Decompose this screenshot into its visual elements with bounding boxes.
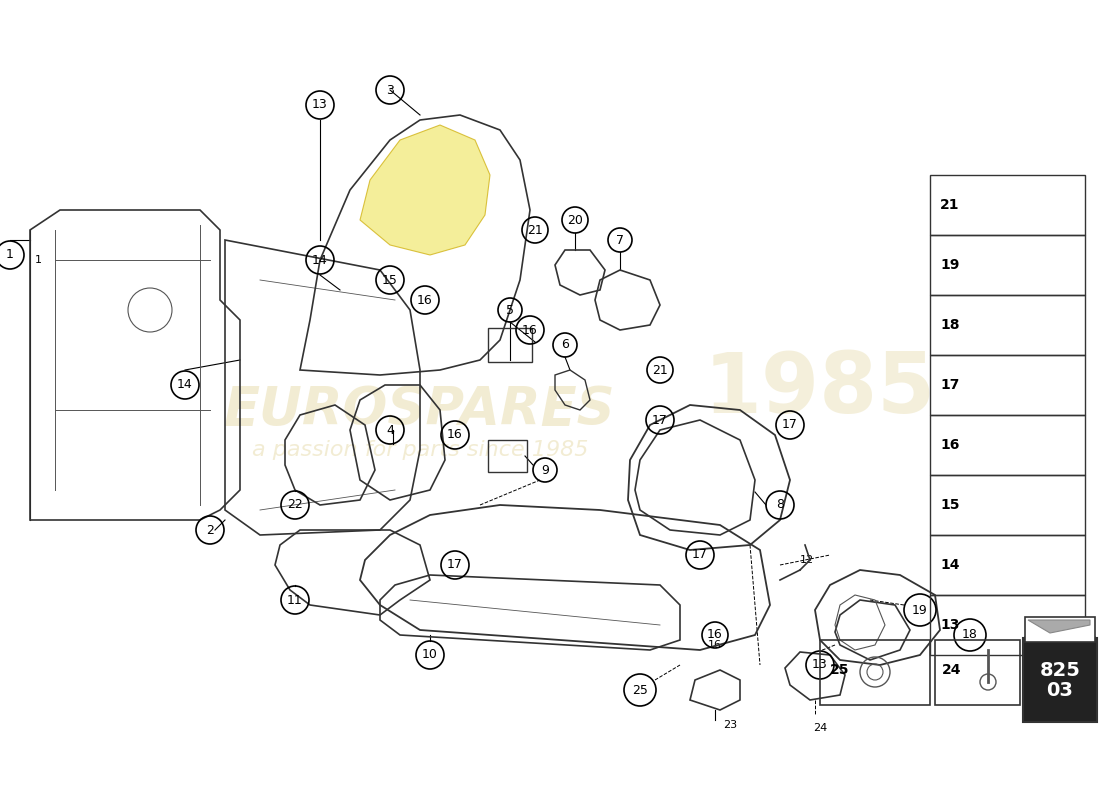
Bar — [935, 640, 1020, 705]
Text: 2: 2 — [206, 523, 213, 537]
Polygon shape — [360, 125, 490, 255]
Text: 3: 3 — [386, 83, 394, 97]
Text: 19: 19 — [940, 258, 959, 272]
Text: 16: 16 — [707, 629, 723, 642]
Text: 7: 7 — [616, 234, 624, 246]
Text: 16: 16 — [417, 294, 433, 306]
FancyBboxPatch shape — [1023, 638, 1097, 722]
Bar — [930, 355, 1085, 415]
Text: 17: 17 — [782, 418, 797, 431]
Bar — [930, 475, 1085, 535]
Text: 19: 19 — [912, 603, 928, 617]
Text: 1: 1 — [7, 249, 14, 262]
Text: 14: 14 — [312, 254, 328, 266]
Bar — [820, 640, 930, 705]
Bar — [1025, 617, 1094, 642]
Text: 23: 23 — [723, 720, 737, 730]
Text: 11: 11 — [287, 594, 303, 606]
Text: 25: 25 — [632, 683, 648, 697]
Bar — [930, 175, 1085, 235]
Text: 17: 17 — [447, 558, 463, 571]
Text: 17: 17 — [692, 549, 708, 562]
Text: 17: 17 — [652, 414, 668, 426]
Text: 15: 15 — [382, 274, 398, 286]
Text: 13: 13 — [940, 618, 959, 632]
Text: 8: 8 — [776, 498, 784, 511]
Text: 03: 03 — [1046, 681, 1074, 699]
Text: 10: 10 — [422, 649, 438, 662]
Text: 16: 16 — [447, 429, 463, 442]
Text: 24: 24 — [813, 723, 827, 733]
Text: 1: 1 — [35, 255, 42, 265]
Text: 14: 14 — [177, 378, 192, 391]
Text: 15: 15 — [940, 498, 959, 512]
Text: 9: 9 — [541, 463, 549, 477]
Text: 6: 6 — [561, 338, 569, 351]
Text: 21: 21 — [527, 223, 543, 237]
Text: 825: 825 — [1040, 661, 1080, 679]
Text: 5: 5 — [506, 303, 514, 317]
Bar — [930, 415, 1085, 475]
Text: 22: 22 — [287, 498, 303, 511]
Text: EUROSPARES: EUROSPARES — [224, 384, 616, 436]
Text: 24: 24 — [942, 663, 961, 677]
Bar — [930, 595, 1085, 655]
Bar — [930, 235, 1085, 295]
Polygon shape — [1025, 622, 1094, 640]
Text: 25: 25 — [830, 663, 849, 677]
Text: 20: 20 — [568, 214, 583, 226]
Polygon shape — [1028, 620, 1090, 633]
Text: 4: 4 — [386, 423, 394, 437]
Text: 16: 16 — [708, 640, 722, 650]
Text: 12: 12 — [800, 555, 814, 565]
Text: 18: 18 — [962, 629, 978, 642]
Text: 16: 16 — [522, 323, 538, 337]
Text: 17: 17 — [940, 378, 959, 392]
Text: 13: 13 — [812, 658, 828, 671]
Bar — [930, 535, 1085, 595]
Text: 21: 21 — [940, 198, 959, 212]
Text: 18: 18 — [940, 318, 959, 332]
Text: 16: 16 — [940, 438, 959, 452]
Text: 14: 14 — [940, 558, 959, 572]
Text: a passion for parts since 1985: a passion for parts since 1985 — [252, 440, 589, 460]
Bar — [930, 295, 1085, 355]
Text: 21: 21 — [652, 363, 668, 377]
Text: 1985: 1985 — [704, 350, 936, 430]
Text: 13: 13 — [312, 98, 328, 111]
